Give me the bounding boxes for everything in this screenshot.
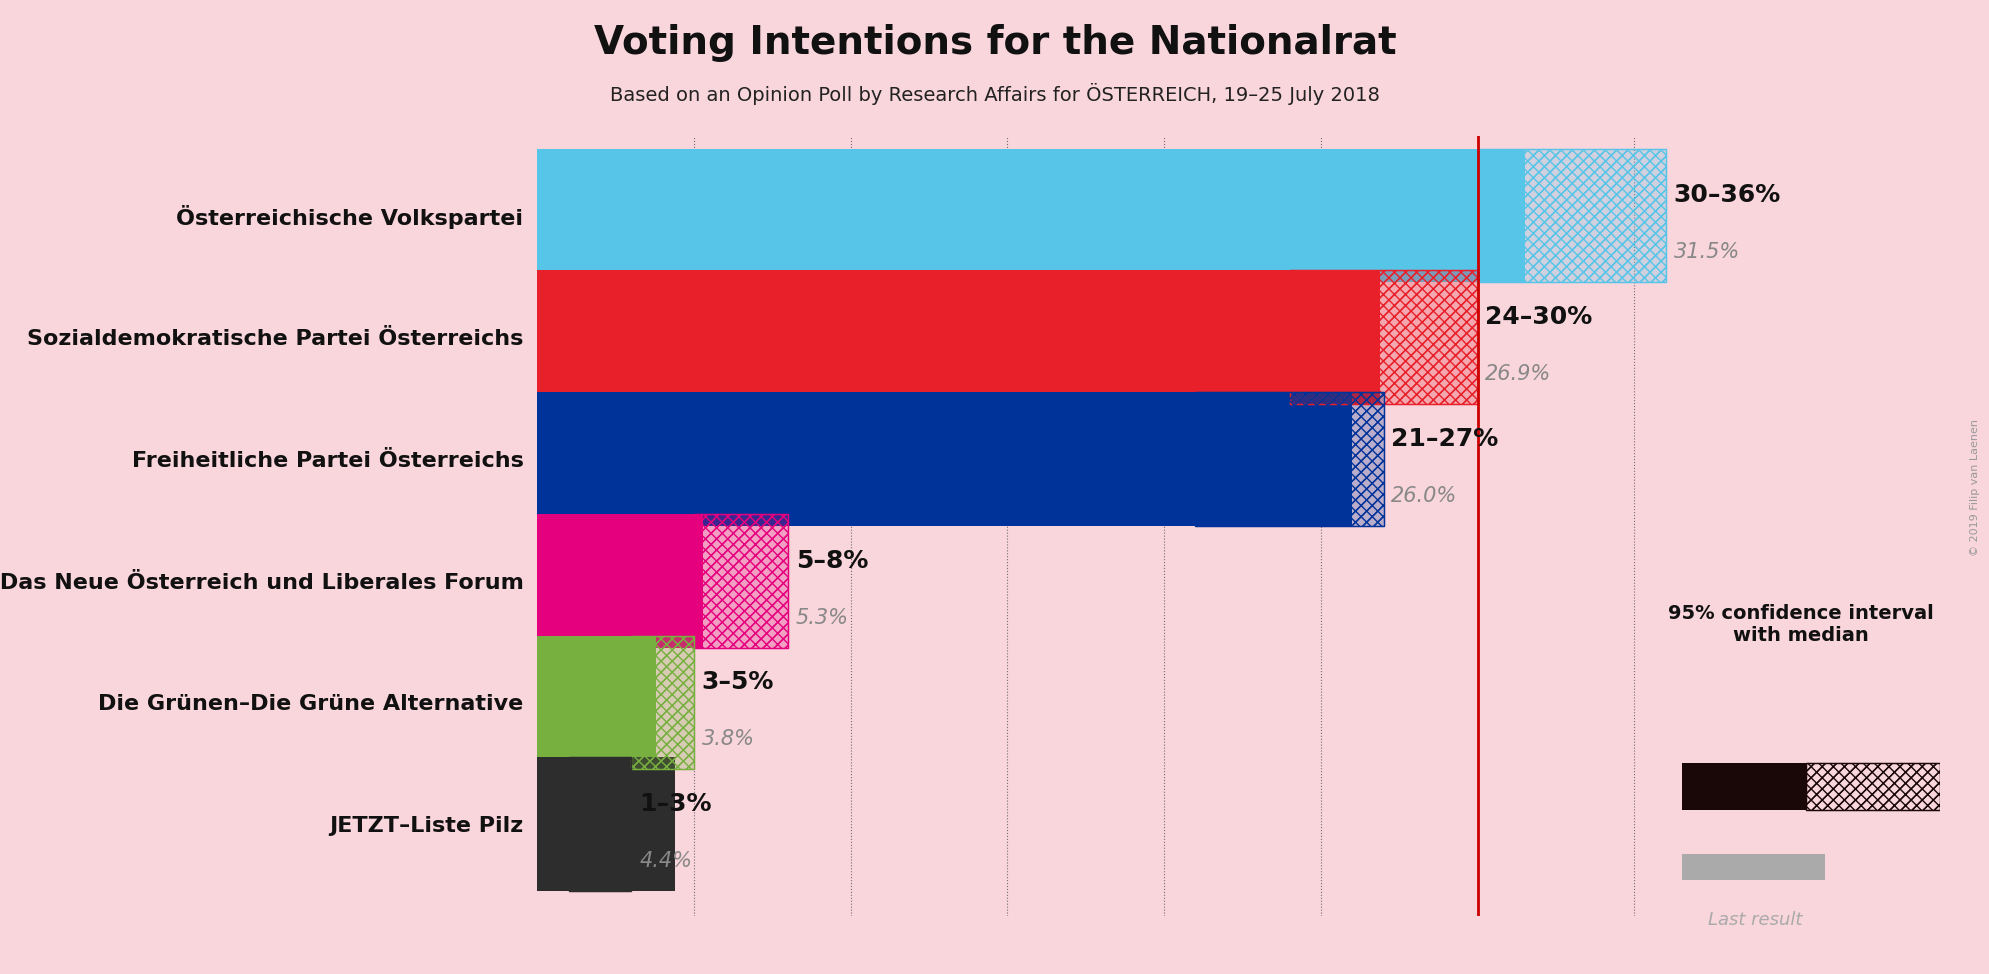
Bar bbox=[1804, 763, 1939, 810]
Text: 21–27%: 21–27% bbox=[1390, 427, 1498, 451]
Bar bbox=[694, 514, 788, 648]
Bar bbox=[1289, 271, 1476, 404]
Bar bbox=[569, 758, 631, 891]
Bar bbox=[1804, 763, 1939, 810]
Bar bbox=[537, 758, 674, 891]
Text: Based on an Opinion Poll by Research Affairs for ÖSTERREICH, 19–25 July 2018: Based on an Opinion Poll by Research Aff… bbox=[611, 83, 1378, 105]
Bar bbox=[1681, 763, 1804, 810]
Bar bbox=[1476, 149, 1665, 282]
Bar bbox=[1195, 393, 1382, 526]
Bar bbox=[537, 494, 1353, 520]
Bar bbox=[537, 372, 1380, 399]
Bar bbox=[1289, 271, 1476, 404]
Bar bbox=[569, 758, 631, 891]
Text: 26.0%: 26.0% bbox=[1390, 486, 1456, 506]
Text: 5.3%: 5.3% bbox=[796, 608, 849, 627]
Bar bbox=[537, 514, 702, 648]
Text: 3–5%: 3–5% bbox=[702, 670, 774, 694]
Bar bbox=[1476, 149, 1665, 282]
Text: 30–36%: 30–36% bbox=[1673, 183, 1780, 207]
Text: 1–3%: 1–3% bbox=[638, 792, 712, 816]
Bar bbox=[537, 635, 656, 769]
Text: Last result: Last result bbox=[1707, 911, 1802, 928]
Bar bbox=[631, 635, 694, 769]
Text: © 2019 Filip van Laenen: © 2019 Filip van Laenen bbox=[1969, 419, 1979, 555]
Bar bbox=[631, 635, 694, 769]
Text: 3.8%: 3.8% bbox=[702, 730, 754, 749]
Text: 31.5%: 31.5% bbox=[1673, 243, 1738, 262]
Bar bbox=[631, 635, 694, 769]
Text: 95% confidence interval
with median: 95% confidence interval with median bbox=[1667, 604, 1933, 645]
Bar bbox=[694, 514, 788, 648]
Bar bbox=[537, 616, 702, 643]
Bar bbox=[1289, 271, 1476, 404]
Bar bbox=[1681, 854, 1824, 880]
Text: 5–8%: 5–8% bbox=[796, 548, 867, 573]
Bar bbox=[537, 737, 656, 764]
Bar bbox=[1476, 149, 1665, 282]
Text: 24–30%: 24–30% bbox=[1484, 305, 1591, 329]
Bar bbox=[537, 859, 674, 886]
Bar bbox=[569, 758, 631, 891]
Bar bbox=[1195, 393, 1382, 526]
Text: 4.4%: 4.4% bbox=[638, 851, 692, 871]
Bar bbox=[537, 393, 1353, 526]
Bar bbox=[694, 514, 788, 648]
Bar bbox=[537, 149, 1524, 282]
Text: 26.9%: 26.9% bbox=[1484, 364, 1551, 384]
Text: Voting Intentions for the Nationalrat: Voting Intentions for the Nationalrat bbox=[593, 24, 1396, 62]
Bar bbox=[537, 271, 1380, 404]
Bar bbox=[537, 250, 1524, 278]
Bar bbox=[1195, 393, 1382, 526]
